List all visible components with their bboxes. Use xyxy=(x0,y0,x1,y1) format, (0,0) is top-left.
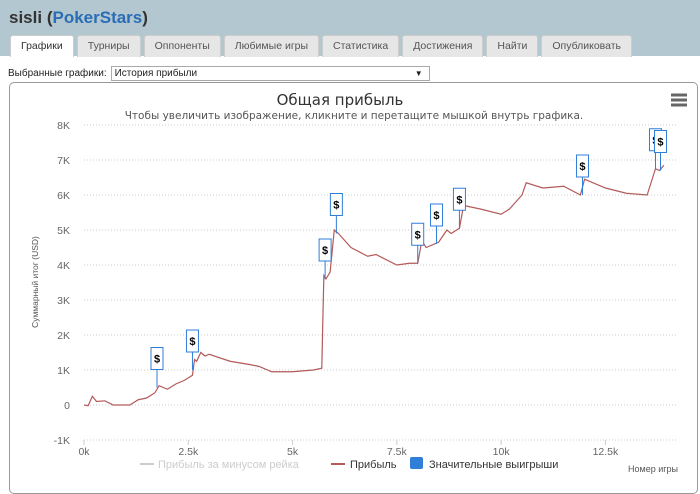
y-tick-label: 0 xyxy=(64,400,70,412)
legend-item-profit[interactable]: Прибыль xyxy=(350,459,397,471)
big-win-flag-label: $ xyxy=(433,210,439,222)
x-tick-label: 2.5k xyxy=(178,446,199,458)
tab-statistics[interactable]: Статистика xyxy=(322,35,400,57)
big-win-flag[interactable] xyxy=(318,238,332,262)
big-win-flag-label: $ xyxy=(579,161,585,173)
y-tick-label: 3K xyxy=(57,295,70,307)
tab-charts[interactable]: Графики xyxy=(10,35,74,57)
hamburger-menu-icon[interactable] xyxy=(671,93,687,107)
tab-find[interactable]: Найти xyxy=(486,35,539,57)
tab-favorite-games[interactable]: Любимые игры xyxy=(223,35,320,57)
tab-tournaments[interactable]: Турниры xyxy=(76,35,141,57)
tab-bar: Графики Турниры Оппоненты Любимые игры С… xyxy=(10,35,633,57)
header: sisli (PokerStars) Графики Турниры Оппон… xyxy=(0,0,700,57)
big-win-flag-label: $ xyxy=(322,245,328,257)
big-win-flag-label: $ xyxy=(189,336,195,348)
tab-achievements[interactable]: Достижения xyxy=(402,35,484,57)
big-win-flag-label: $ xyxy=(333,200,339,212)
y-tick-label: 1K xyxy=(57,365,70,377)
big-win-flag[interactable] xyxy=(185,329,199,353)
x-tick-label: 7.5k xyxy=(387,446,408,458)
y-tick-label: 7K xyxy=(57,155,70,167)
site-link[interactable]: PokerStars xyxy=(52,8,143,27)
big-win-flag-label: $ xyxy=(657,137,663,149)
y-axis-label: Суммарный итог (USD) xyxy=(30,236,40,328)
x-axis-label: Номер игры xyxy=(628,464,678,474)
legend-item-rake[interactable]: Прибыль за минусом рейка xyxy=(158,459,300,471)
big-win-flag[interactable] xyxy=(329,193,343,216)
big-win-flag[interactable] xyxy=(653,130,667,153)
big-win-flag[interactable] xyxy=(575,154,589,178)
page-title: sisli (PokerStars) xyxy=(9,8,148,27)
chart-selector-label: Выбранные графики: xyxy=(8,68,107,79)
chart-title: Общая прибыль xyxy=(277,91,404,109)
y-tick-label: 2K xyxy=(57,330,70,342)
username: sisli xyxy=(9,8,43,27)
dropdown-arrow-icon: ▼ xyxy=(414,69,423,78)
big-win-flag[interactable] xyxy=(150,347,164,370)
big-win-flag-label: $ xyxy=(456,194,462,206)
big-win-flag[interactable] xyxy=(452,187,466,211)
chart-subtitle: Чтобы увеличить изображение, кликните и … xyxy=(125,110,584,122)
tab-opponents[interactable]: Оппоненты xyxy=(143,35,221,57)
x-tick-label: 12.5k xyxy=(593,446,619,458)
x-tick-label: 5k xyxy=(287,446,299,458)
y-tick-label: -1K xyxy=(54,435,70,447)
chart-selector-row: Выбранные графики: История прибыли ▼ xyxy=(8,66,430,81)
y-tick-label: 5K xyxy=(57,225,70,237)
x-tick-label: 10k xyxy=(493,446,511,458)
y-tick-label: 4K xyxy=(57,260,70,272)
tab-publish[interactable]: Опубликовать xyxy=(541,35,633,57)
big-win-flag[interactable] xyxy=(429,203,443,227)
legend-marker-big-wins[interactable] xyxy=(410,457,423,469)
y-tick-label: 6K xyxy=(57,190,70,202)
legend-item-big-wins[interactable]: Значительные выигрыши xyxy=(429,459,558,471)
big-win-flag-label: $ xyxy=(154,354,160,366)
y-tick-label: 8K xyxy=(57,120,70,132)
chart-selector-value: История прибыли xyxy=(114,68,198,79)
big-win-flag-label: $ xyxy=(415,229,421,241)
big-win-flag[interactable] xyxy=(411,222,425,246)
chart-selector[interactable]: История прибыли ▼ xyxy=(110,66,430,81)
profit-line[interactable] xyxy=(83,164,665,407)
x-tick-label: 0k xyxy=(78,446,90,458)
